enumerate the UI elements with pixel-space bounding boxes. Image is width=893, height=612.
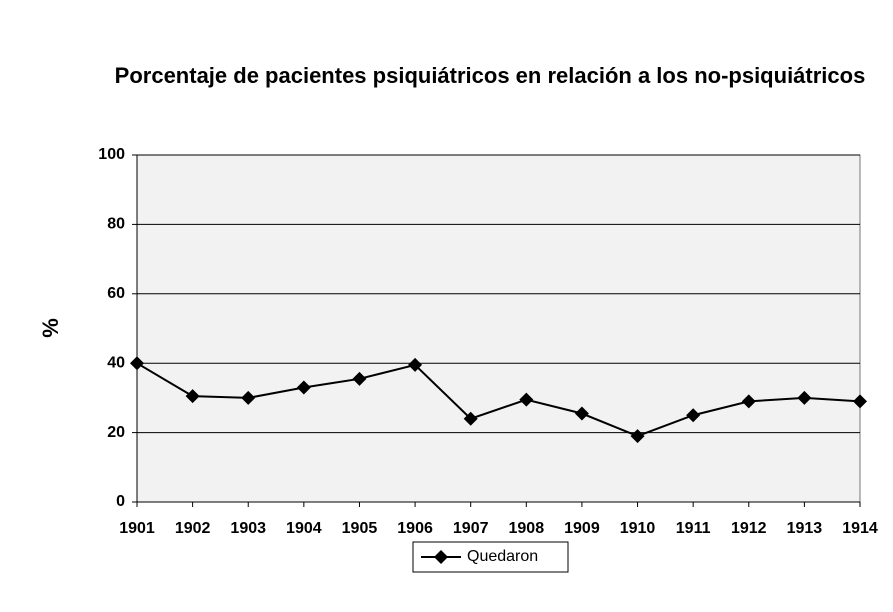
x-tick-label: 1905: [342, 520, 378, 537]
legend-label: Quedaron: [467, 548, 538, 565]
point-marker: [630, 429, 645, 444]
chart-title: Porcentaje de pacientes psiquiátricos en…: [114, 63, 866, 88]
point-marker: [574, 406, 589, 421]
y-axis-label: %: [38, 318, 63, 338]
y-tick-label: 0: [116, 493, 125, 510]
point-marker: [241, 390, 256, 405]
x-tick-label: 1908: [509, 520, 545, 537]
x-tick-label: 1907: [453, 520, 489, 537]
x-tick-label: 1914: [842, 520, 878, 537]
x-tick-label: 1913: [787, 520, 823, 537]
point-marker: [463, 411, 478, 426]
y-tick-label: 20: [107, 424, 125, 441]
x-tick-label: 1906: [397, 520, 433, 537]
y-tick-label: 40: [107, 354, 125, 371]
legend-marker: [434, 550, 448, 564]
point-marker: [519, 392, 534, 407]
x-tick-label: 1901: [119, 520, 155, 537]
x-tick-label: 1912: [731, 520, 767, 537]
point-marker: [296, 380, 311, 395]
point-marker: [408, 357, 423, 372]
x-tick-label: 1909: [564, 520, 600, 537]
x-tick-label: 1902: [175, 520, 211, 537]
point-marker: [185, 389, 200, 404]
point-marker: [686, 408, 701, 423]
point-marker: [741, 394, 756, 409]
point-marker: [352, 371, 367, 386]
point-marker: [130, 356, 144, 371]
y-tick-label: 60: [107, 285, 125, 302]
point-marker: [853, 394, 867, 409]
plot-area: [136, 154, 861, 503]
x-tick-label: 1903: [230, 520, 266, 537]
x-tick-label: 1904: [286, 520, 322, 537]
point-marker: [797, 390, 812, 405]
series-line: [136, 362, 861, 438]
x-tick-label: 1910: [620, 520, 656, 537]
y-tick-label: 80: [107, 216, 125, 233]
y-tick-label: 100: [98, 146, 125, 163]
x-tick-label: 1911: [676, 520, 711, 537]
